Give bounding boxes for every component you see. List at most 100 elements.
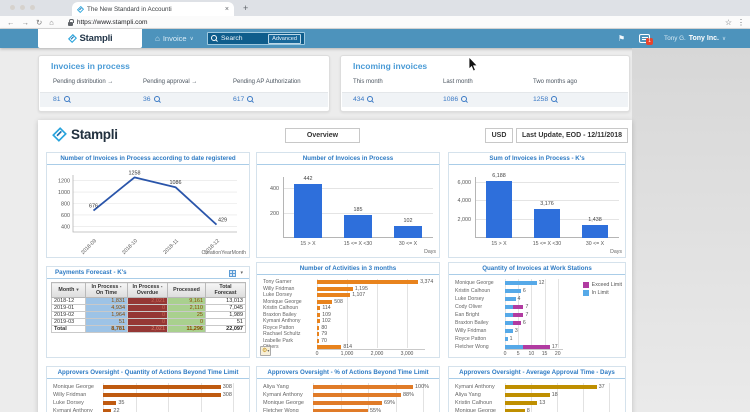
bar[interactable] — [505, 400, 538, 406]
window-maximize-icon[interactable] — [30, 5, 35, 10]
bar[interactable] — [317, 280, 419, 285]
bar-segment[interactable] — [512, 304, 524, 310]
bar[interactable] — [533, 208, 561, 238]
chart-card-payments-forecast: Payments Forecast - K's ▾ Month ▾ In Proce… — [46, 266, 250, 358]
bar-segment[interactable] — [523, 344, 550, 350]
bar-segment[interactable] — [505, 288, 521, 294]
category-label: Braxton Bailey — [263, 311, 297, 318]
bar[interactable] — [317, 319, 321, 324]
table-header-cell[interactable]: In Process - On Time — [85, 282, 128, 298]
bar[interactable] — [317, 293, 351, 298]
bar[interactable] — [317, 338, 320, 343]
magnifier-icon[interactable] — [367, 96, 374, 103]
category-label: Aliya Yang — [455, 392, 481, 398]
magnifier-icon[interactable] — [461, 96, 468, 103]
bar[interactable] — [505, 408, 525, 412]
bar[interactable] — [485, 180, 513, 238]
table-row: 2019-03 51 0 0 51 — [51, 318, 246, 326]
bar[interactable] — [344, 215, 372, 238]
bar-value-label: 1,107 — [352, 292, 366, 299]
bar[interactable] — [313, 400, 382, 406]
bar[interactable] — [103, 392, 221, 398]
bar-segment[interactable] — [505, 344, 524, 350]
currency-selector[interactable]: USD — [485, 128, 513, 143]
table-cell: 0 — [127, 311, 168, 319]
bar[interactable] — [317, 299, 333, 304]
magnifier-icon[interactable] — [153, 96, 161, 103]
gridline — [557, 279, 559, 348]
table-menu-icon[interactable]: ▾ — [229, 270, 243, 277]
metric-value-link[interactable]: 1086 — [443, 96, 468, 103]
bookmark-star-icon[interactable]: ☆ — [724, 18, 732, 27]
search-input[interactable] — [221, 35, 267, 42]
bar-segment[interactable] — [505, 336, 508, 342]
line-series[interactable] — [92, 176, 218, 226]
table-header-cell[interactable]: Total Forecast — [205, 282, 246, 298]
point-label: 676 — [89, 204, 98, 210]
bar[interactable] — [317, 345, 342, 350]
bar[interactable] — [581, 224, 609, 238]
window-controls[interactable] — [10, 5, 35, 10]
metric-value-link[interactable]: 434 — [353, 96, 374, 103]
browser-tab[interactable]: The New Standard in Accounti × — [72, 2, 234, 16]
dashboard-sheet: Stampli Overview USD Last Update, EOD - … — [38, 120, 632, 412]
metric-value-link[interactable]: 1258 — [533, 96, 558, 103]
bar-segment[interactable] — [505, 280, 537, 286]
window-close-icon[interactable] — [10, 5, 15, 10]
bar-segment[interactable] — [505, 296, 516, 302]
bar[interactable] — [103, 384, 221, 390]
bar-segment[interactable] — [505, 312, 513, 318]
bar[interactable] — [103, 408, 112, 412]
bar[interactable] — [294, 184, 322, 238]
bar[interactable] — [313, 384, 413, 390]
bar[interactable] — [313, 408, 368, 412]
bar-segment[interactable] — [505, 304, 513, 310]
bar[interactable] — [317, 306, 321, 311]
bar-value-label: 7 — [525, 303, 529, 310]
table-header-cell[interactable]: Processed — [167, 282, 206, 298]
user-menu[interactable]: Tony G. Tony Inc. ∨ — [664, 35, 726, 42]
tab-overview[interactable]: Overview — [285, 128, 360, 143]
bar[interactable] — [317, 325, 320, 330]
bar-segment[interactable] — [505, 328, 513, 334]
bar[interactable] — [313, 392, 401, 398]
bar-segment[interactable] — [512, 312, 524, 318]
back-icon[interactable]: ← — [7, 17, 15, 27]
chart-settings-icon[interactable]: ⚙▾ — [260, 346, 272, 356]
magnifier-icon[interactable] — [63, 96, 71, 103]
category-label: Willy Fridman — [263, 285, 295, 292]
reload-icon[interactable]: ↻ — [36, 17, 43, 27]
forward-icon[interactable]: → — [21, 17, 30, 27]
bar[interactable] — [394, 225, 422, 238]
window-minimize-icon[interactable] — [20, 5, 25, 10]
bar[interactable] — [103, 400, 117, 406]
bar[interactable] — [505, 392, 550, 398]
magnifier-icon[interactable] — [247, 96, 254, 103]
home-icon[interactable]: ⌂ — [49, 17, 54, 27]
category-label: Fletcher Wong — [263, 408, 299, 412]
metric-value-link[interactable]: 81 — [53, 96, 71, 103]
magnifier-icon[interactable] — [551, 96, 558, 103]
metric-value-link[interactable]: 36 — [143, 96, 161, 103]
notifications-icon[interactable]: 1 — [639, 34, 654, 45]
bar-segment[interactable] — [512, 320, 521, 326]
brand-logo[interactable]: Stampli — [38, 29, 142, 48]
url-text[interactable]: https://www.stampli.com — [76, 18, 148, 26]
new-tab-icon[interactable]: + — [243, 3, 249, 13]
nav-invoice-menu[interactable]: ⌂ Invoice ∨ — [155, 29, 194, 48]
flag-icon[interactable]: ⚑ — [617, 34, 626, 43]
bar[interactable] — [317, 312, 321, 317]
search-box[interactable]: Advanced — [207, 32, 305, 45]
tab-close-icon[interactable]: × — [224, 5, 229, 13]
table-header-cell[interactable]: Month ▾ — [51, 282, 86, 298]
bar[interactable] — [317, 286, 353, 291]
bar[interactable] — [505, 384, 597, 390]
hbar-track: 102 — [317, 318, 425, 324]
table-cell: 7,045 — [205, 304, 246, 312]
advanced-search-button[interactable]: Advanced — [268, 33, 301, 44]
browser-menu-icon[interactable]: ⋮ — [737, 18, 745, 27]
table-header-cell[interactable]: In Process - Overdue — [127, 282, 168, 298]
bar[interactable] — [317, 332, 320, 337]
bar-segment[interactable] — [505, 320, 513, 326]
metric-value-link[interactable]: 617 — [233, 96, 254, 103]
